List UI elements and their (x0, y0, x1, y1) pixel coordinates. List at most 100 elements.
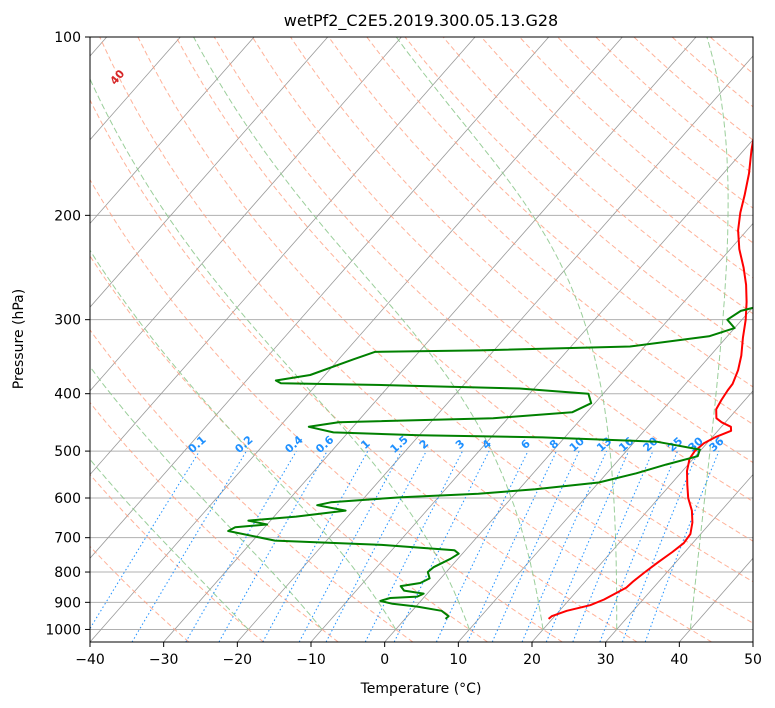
moist-adiabat-line (90, 77, 470, 630)
isotherm-line (90, 37, 255, 225)
moist-adiabat-line (90, 458, 249, 630)
mixing-ratio-lines (90, 450, 720, 642)
dry-adiabat-line (90, 545, 190, 642)
x-tick-label: −10 (296, 652, 326, 668)
mixing-ratio-line (90, 450, 200, 630)
mixing-ratio-line (644, 450, 720, 642)
moist-adiabats (90, 37, 729, 630)
isotherm-line (679, 557, 753, 642)
mixing-ratio-line (218, 450, 328, 642)
isotherm-line (458, 306, 753, 642)
isotherm-line (90, 37, 329, 308)
dry-adiabat-line (404, 37, 753, 351)
mixing-ratio-label: 2 (417, 437, 431, 452)
mixing-ratio-line (491, 450, 580, 642)
mixing-ratio-line (185, 450, 297, 642)
dry-adiabat-line (90, 401, 339, 642)
mixing-ratio-line (364, 450, 463, 642)
y-axis: 100 200 300 400 500 600 700 800 900 1000 (45, 30, 90, 638)
moist-adiabat-line (689, 37, 729, 630)
isotherm-line (605, 473, 753, 642)
x-tick-label: −20 (223, 652, 253, 668)
x-tick-label: 10 (449, 652, 467, 668)
dry-adiabat-line (328, 37, 753, 425)
x-tick-label: −30 (149, 652, 179, 668)
dry-adiabat-line (633, 37, 753, 141)
isotherm-line (90, 37, 181, 141)
isotherm-line (752, 641, 753, 642)
mixing-ratio-line (572, 450, 654, 642)
isotherm-line (90, 37, 623, 642)
x-axis-label: Temperature (°C) (360, 681, 482, 697)
y-axis-label: Pressure (hPa) (11, 289, 27, 389)
y-tick-label: 1000 (45, 622, 81, 638)
dry-adiabat-line (137, 37, 753, 624)
dry-adiabat-line (175, 37, 753, 583)
plot-area: 0.10.20.40.611.52346810131620253036−100−… (18, 37, 753, 642)
isotherm-line (163, 37, 697, 642)
moist-adiabat-line (395, 37, 618, 630)
y-tick-label: 300 (54, 313, 81, 329)
chart-title: wetPf2_C2E5.2019.300.05.13.G28 (284, 11, 558, 31)
mixing-ratio-line (599, 450, 679, 642)
dry-adiabat-line (442, 37, 753, 315)
dry-adiabats (90, 37, 753, 642)
dry-adiabat-line (251, 37, 753, 503)
mixing-ratio-label: 6 (518, 437, 533, 452)
dry-adiabat-line (90, 255, 488, 642)
dry-adiabat-line (290, 37, 753, 464)
x-tick-label: 0 (380, 652, 389, 668)
y-tick-label: 500 (54, 444, 81, 460)
isotherm-line (90, 37, 476, 476)
isotherm-line (90, 37, 402, 392)
x-tick-label: 30 (597, 652, 615, 668)
isotherm-line (384, 222, 753, 642)
x-tick-label: 20 (523, 652, 541, 668)
isotherm-line (237, 55, 753, 642)
mixing-ratio-label: 3 (453, 437, 467, 452)
dry-adiabat-label: 40 (108, 67, 128, 87)
mixing-ratio-label: 1.5 (388, 433, 411, 456)
moist-adiabat-line (90, 366, 323, 630)
dry-adiabat-label: 30 (63, 58, 83, 78)
mixing-ratio-line (435, 450, 529, 642)
dewpoint-line (227, 306, 753, 620)
mixing-ratio-line (545, 450, 630, 642)
x-tick-label: 50 (744, 652, 762, 668)
isotherms (90, 37, 753, 642)
y-tick-label: 900 (54, 595, 81, 611)
y-tick-label: 100 (54, 30, 81, 46)
mixing-ratio-line (467, 450, 557, 642)
moist-adiabat-line (193, 37, 544, 630)
mixing-ratio-line (298, 450, 402, 642)
y-tick-label: 800 (54, 565, 81, 581)
dry-adiabat-line (213, 37, 753, 542)
sounding-series (227, 135, 753, 620)
dry-adiabat-line (99, 37, 712, 642)
mixing-ratio-line (262, 450, 369, 642)
mixing-ratio-label: 0.2 (232, 433, 255, 456)
mixing-ratio-label: 0.4 (282, 433, 305, 456)
x-tick-label: 40 (670, 652, 688, 668)
y-tick-label: 600 (54, 491, 81, 507)
x-axis: −40 −30 −20 −10 0 10 20 30 40 50 (75, 642, 762, 668)
dry-adiabat-line (90, 329, 414, 642)
plot-frame (89, 36, 754, 643)
mixing-ratio-line (521, 450, 608, 642)
dry-adiabat-line (90, 473, 264, 642)
pressure-gridlines (90, 37, 753, 630)
mixing-ratio-label: 0.6 (313, 433, 336, 456)
isotherm-line (531, 390, 753, 642)
y-tick-label: 200 (54, 208, 81, 224)
dry-adiabat-line (366, 37, 753, 388)
isotherm-line (90, 37, 550, 559)
mixing-ratio-label: 8 (547, 437, 561, 452)
dry-adiabat-label: 20 (18, 44, 38, 64)
mixing-ratio-label: 0.1 (186, 433, 209, 456)
y-tick-label: 700 (54, 531, 81, 547)
mixing-ratio-line (621, 450, 699, 642)
dry-adiabat-line (90, 98, 638, 642)
dry-adiabat-line (480, 37, 753, 279)
y-tick-label: 400 (54, 387, 81, 403)
